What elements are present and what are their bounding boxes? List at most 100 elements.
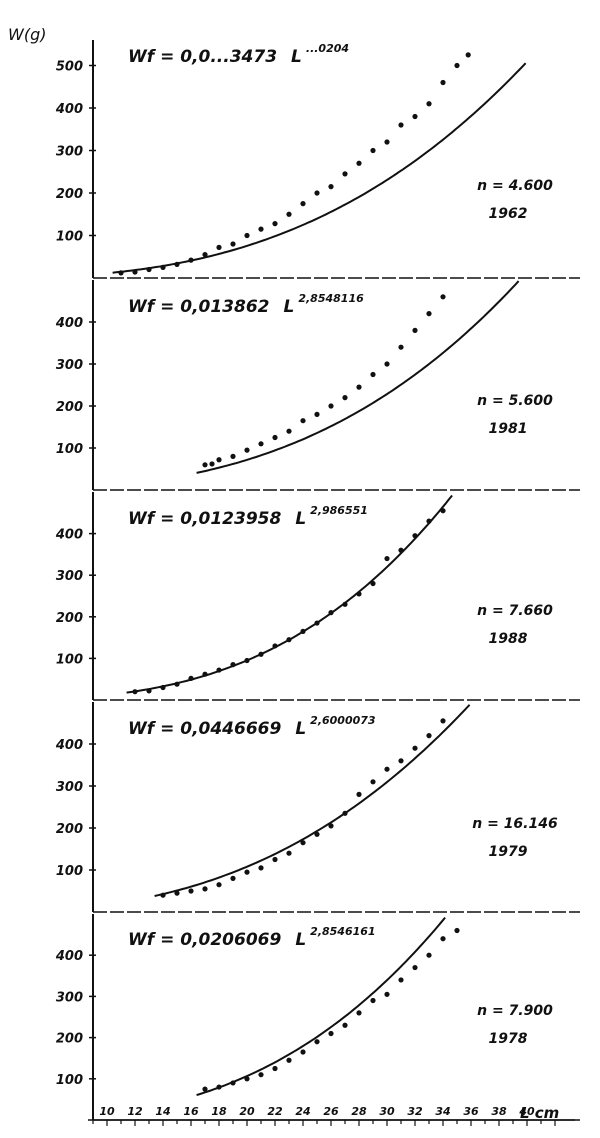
data-point [300, 840, 306, 846]
y-tick-label: 300 [56, 145, 83, 160]
chart-panels: 500 400 300 200 100 Wf = 0,0...3473 L ...0204 n … [55, 40, 580, 1121]
data-point [272, 434, 278, 441]
formula-l: L [295, 930, 306, 950]
data-point [216, 1084, 222, 1090]
y-tick-label: 400 [55, 102, 83, 117]
formula-label: Wf = 0,0206069 L 2,8546161 [128, 925, 376, 950]
data-point [258, 651, 264, 657]
data-point [370, 371, 376, 378]
data-point [412, 533, 418, 539]
formula-exponent: ...0204 [306, 42, 349, 55]
x-tick-label: 24 [295, 1105, 310, 1118]
y-tick-label: 200 [56, 1032, 83, 1047]
fitted-curve [196, 916, 446, 1097]
y-tick-label: 400 [55, 528, 83, 543]
data-point [465, 52, 471, 58]
data-point [356, 384, 362, 390]
data-point [328, 610, 334, 616]
data-point [342, 1022, 348, 1028]
data-point [440, 508, 446, 514]
x-axis: 10 12 14 16 18 20 22 24 26 28 30 32 34 36 38 40 [88, 1105, 575, 1126]
data-point [272, 221, 278, 227]
data-point [230, 662, 236, 668]
formula-label: Wf = 0,0...3473 L ...0204 [128, 42, 349, 67]
data-point [230, 453, 236, 459]
formula-prefix: Wf = [128, 297, 180, 317]
data-point [286, 428, 292, 434]
formula-exponent: 2,8548116 [298, 292, 364, 305]
formula-coef: 0...3473 [199, 47, 278, 67]
x-tick-label: 16 [183, 1105, 199, 1118]
panel-1978: 400 300 200 100 Wf = 0,0206069 L 2,8546161 n = … [55, 914, 580, 1121]
sample-size: n = 7.660 [477, 603, 553, 619]
data-point [188, 257, 194, 263]
y-tick-label: 100 [56, 864, 83, 879]
year-label: 1981 [489, 421, 528, 437]
formula-exponent: 2,986551 [310, 504, 368, 517]
formula-l: L [291, 47, 302, 67]
data-point [370, 580, 376, 587]
x-axis-title: L cm [520, 1104, 559, 1122]
x-tick-label: 40 [518, 1105, 535, 1118]
data-point [440, 79, 446, 86]
data-point [342, 171, 348, 177]
data-point [188, 675, 194, 681]
data-point [426, 518, 432, 524]
data-point [384, 361, 390, 367]
formula-label: Wf = 0,0123958 L 2,986551 [128, 504, 368, 529]
data-point [314, 1039, 320, 1045]
x-tick-label: 20 [239, 1105, 255, 1118]
data-point [342, 395, 348, 401]
data-point [160, 264, 166, 270]
data-point [286, 637, 292, 643]
data-point [398, 122, 404, 128]
data-point [426, 311, 432, 317]
data-point [160, 684, 166, 691]
data-point [454, 62, 460, 69]
y-tick-label: 400 [55, 316, 83, 331]
fitted-curve [154, 704, 471, 897]
sample-size: n = 5.600 [477, 393, 553, 409]
data-point [258, 865, 264, 871]
data-point [314, 411, 320, 417]
data-point [356, 160, 362, 166]
data-point [244, 869, 250, 875]
x-tick-label: 28 [351, 1105, 367, 1118]
data-point [286, 850, 292, 856]
y-axis-title: W(g) [8, 25, 46, 44]
data-point [202, 886, 208, 892]
y-tick-label: 500 [56, 60, 83, 75]
x-tick-label: 38 [491, 1105, 507, 1118]
data-point [328, 184, 334, 190]
data-point [244, 657, 250, 664]
data-point [314, 831, 320, 837]
formula-l: L [295, 509, 306, 529]
formula-l: L [284, 297, 295, 317]
data-point [188, 888, 194, 894]
data-point [384, 766, 390, 772]
y-tick-label: 200 [56, 822, 83, 837]
data-point [174, 681, 180, 687]
formula-exponent: 2,6000073 [310, 714, 376, 727]
data-point [300, 1049, 306, 1055]
formula-prefix: Wf = [128, 719, 180, 739]
data-point [132, 269, 138, 275]
data-point [398, 758, 404, 764]
data-point [370, 147, 376, 154]
data-point [426, 101, 432, 107]
data-point [384, 555, 390, 562]
data-point [202, 671, 208, 677]
data-point [342, 810, 348, 816]
data-point [160, 892, 166, 898]
data-point [370, 779, 376, 785]
panel-1979: 400 300 200 100 Wf = 0,0446669 L 2,6000073 n = … [55, 702, 580, 913]
data-point [440, 936, 446, 942]
data-point [244, 447, 250, 453]
x-tick-label: 26 [323, 1105, 339, 1118]
data-point [216, 244, 222, 250]
data-point [272, 856, 278, 863]
y-tick-label: 300 [56, 990, 83, 1005]
x-tick-label: 22 [267, 1105, 283, 1118]
x-tick-label: 10 [99, 1105, 115, 1118]
data-point [356, 591, 362, 597]
